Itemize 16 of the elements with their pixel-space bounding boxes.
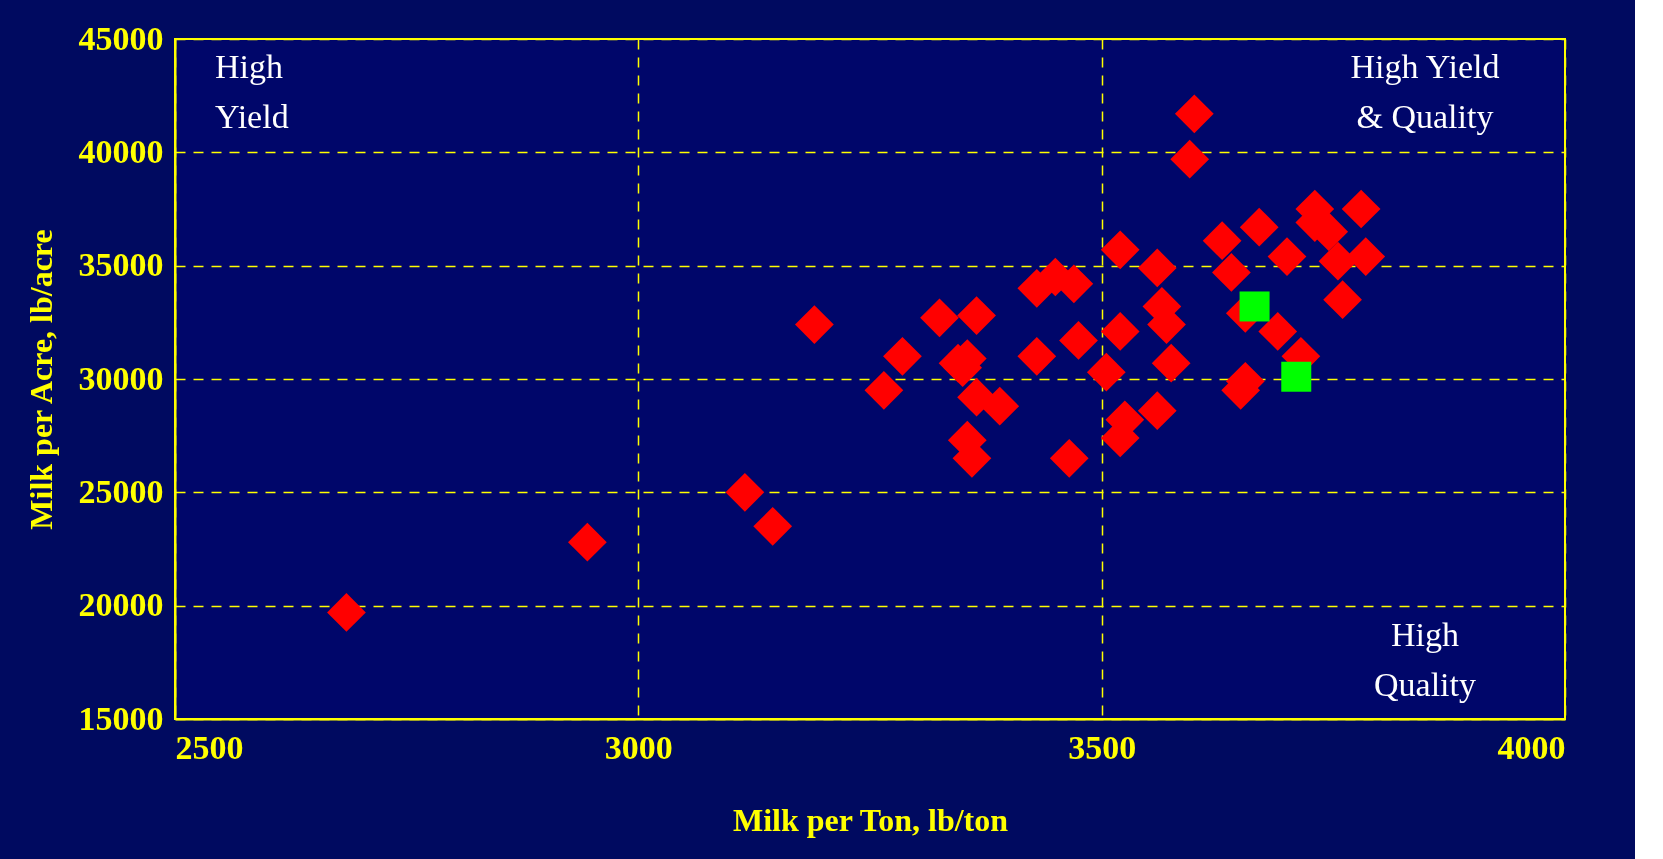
y-tick-label: 30000 bbox=[78, 359, 164, 397]
x-tick-label: 3500 bbox=[1068, 728, 1137, 766]
x-tick-label: 4000 bbox=[1497, 728, 1566, 766]
y-tick-label: 35000 bbox=[78, 246, 164, 284]
x-axis-title: Milk per Ton, lb/ton bbox=[732, 801, 1009, 838]
y-axis-title: Milk per Acre, lb/acre bbox=[22, 229, 59, 530]
y-tick-label: 25000 bbox=[78, 472, 164, 510]
x-tick-label: 2500 bbox=[175, 728, 244, 766]
y-tick-label: 45000 bbox=[78, 19, 164, 57]
annotation: High Yield bbox=[215, 48, 289, 135]
y-tick-label: 40000 bbox=[78, 132, 164, 170]
y-tick-label: 15000 bbox=[78, 699, 164, 737]
annotation: High Quality bbox=[1374, 616, 1476, 703]
x-tick-label: 3000 bbox=[604, 728, 673, 766]
annotation: High Yield & Quality bbox=[1350, 48, 1500, 135]
y-tick-label: 20000 bbox=[78, 586, 164, 624]
